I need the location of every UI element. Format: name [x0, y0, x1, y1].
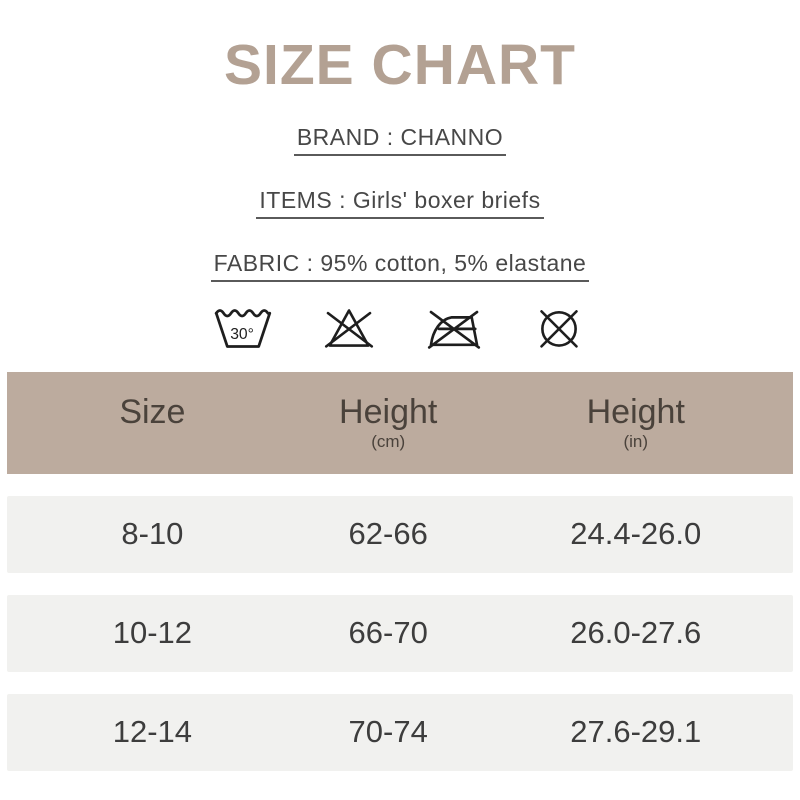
- header-size: Size: [7, 394, 298, 452]
- header-height-cm-sub: (cm): [371, 431, 406, 451]
- header-height-in-label: Height: [586, 392, 685, 431]
- page-title: SIZE CHART: [224, 33, 576, 97]
- wash-30-icon: 30°: [213, 304, 273, 352]
- care-icons-row: 30°: [0, 304, 800, 352]
- do-not-bleach-icon: [321, 305, 377, 351]
- table-header-row: Size Height (cm) Height (in): [7, 371, 793, 474]
- cell-height-in: 24.4-26.0: [570, 516, 702, 552]
- header-height-in-sub: (in): [623, 431, 649, 451]
- cell-height-cm: 62-66: [348, 516, 428, 552]
- do-not-dry-clean-icon: [531, 305, 587, 351]
- table-row: 12-14 70-74 27.6-29.1: [7, 693, 793, 771]
- cell-height-in: 26.0-27.6: [570, 615, 702, 651]
- brand-line-wrap: BRAND : CHANNO: [0, 96, 800, 156]
- table-row: 10-12 66-70 26.0-27.6: [7, 594, 793, 672]
- size-table: Size Height (cm) Height (in) 8-10 62-66 …: [7, 371, 793, 771]
- cell-height-cm: 66-70: [348, 615, 428, 651]
- fabric-line-wrap: FABRIC : 95% cotton, 5% elastane: [0, 219, 800, 282]
- items-line-wrap: ITEMS : Girls' boxer briefs: [0, 156, 800, 219]
- header-height-cm-label: Height: [339, 392, 438, 431]
- fabric-line: FABRIC : 95% cotton, 5% elastane: [210, 250, 590, 282]
- items-line: ITEMS : Girls' boxer briefs: [256, 187, 544, 219]
- svg-text:30°: 30°: [230, 326, 254, 343]
- do-not-iron-icon: [425, 305, 483, 351]
- header-section: SIZE CHART BRAND : CHANNO ITEMS : Girls'…: [0, 0, 800, 352]
- header-height-in: Height (in): [479, 394, 793, 452]
- cell-height-in: 27.6-29.1: [570, 714, 702, 750]
- table-row: 8-10 62-66 24.4-26.0: [7, 495, 793, 573]
- header-size-label: Size: [119, 392, 186, 431]
- cell-size: 12-14: [112, 714, 193, 750]
- cell-size: 8-10: [121, 516, 184, 552]
- brand-line: BRAND : CHANNO: [293, 124, 507, 156]
- header-height-cm: Height (cm): [298, 394, 479, 452]
- cell-size: 10-12: [112, 615, 193, 651]
- cell-height-cm: 70-74: [348, 714, 428, 750]
